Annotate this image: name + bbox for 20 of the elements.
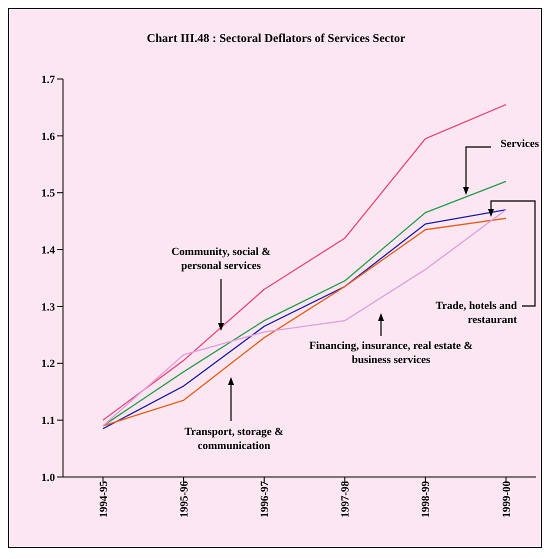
x-tick-label: 1998-99 [420, 480, 432, 518]
x-tick-label: 1999-00 [500, 480, 513, 518]
y-tick-label: 1.7 [41, 74, 56, 86]
y-tick-label: 1.6 [41, 130, 56, 143]
y-tick-label: 1.0 [41, 472, 56, 484]
y-tick-label: 1.5 [41, 188, 56, 200]
text: Transport, storage & communication [183, 425, 285, 453]
y-tick-label: 1.4 [41, 244, 56, 256]
y-tick-label: 1.1 [41, 415, 55, 428]
x-tick-label: 1997-98 [340, 480, 352, 518]
y-tick-label: 1.3 [41, 301, 56, 314]
x-tick-label: 1996-97 [259, 480, 272, 518]
x-tick-label: 1994-95 [98, 480, 110, 518]
x-tick-label: 1995-96 [178, 480, 190, 518]
series-label: Financing, insurance, real estate & business services [308, 339, 474, 367]
y-tick-label: 1.2 [41, 358, 56, 370]
series-label: Community, social & personal services [170, 245, 272, 273]
text: Trade, hotels and restaurant [434, 299, 517, 327]
chart-title: Chart III.48 : Sectoral Deflators of Services Sector [146, 31, 406, 46]
text: Services [500, 137, 539, 151]
